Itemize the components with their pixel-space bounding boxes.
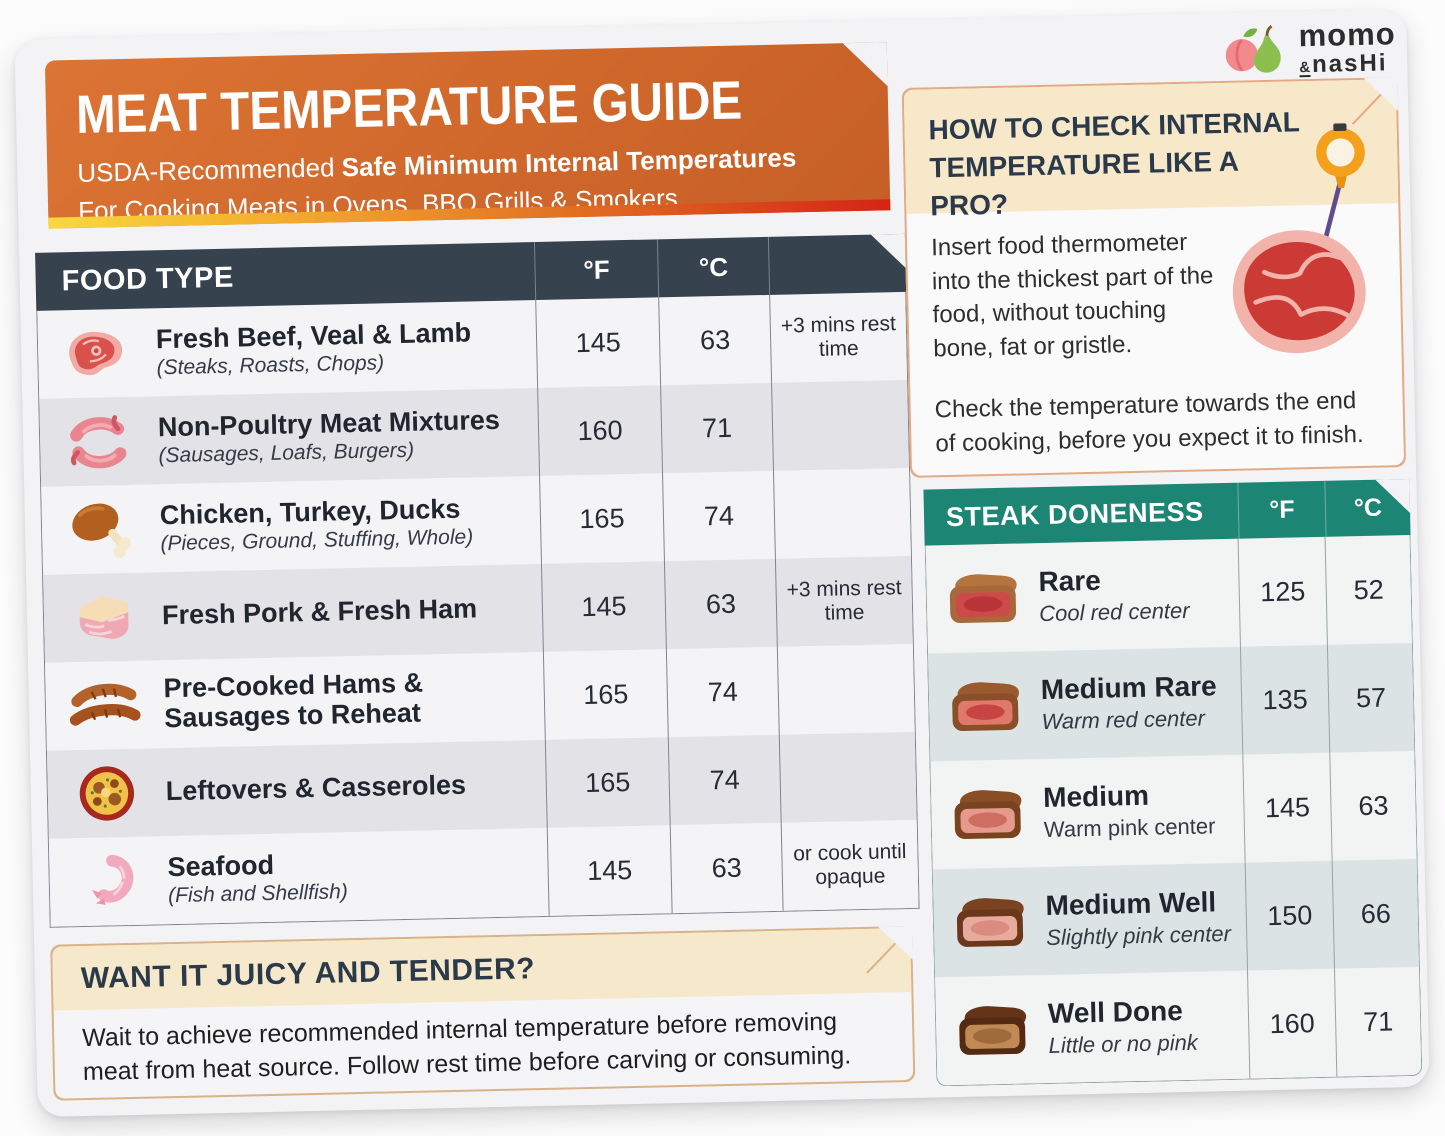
doneness-subtitle: Warm red center: [1041, 705, 1206, 734]
table-corner-bevel: [870, 233, 906, 269]
food-type-column-header: FOOD TYPE: [61, 261, 235, 297]
celsius-value: 74: [667, 734, 781, 826]
turkey-leg-icon: [41, 484, 161, 575]
fahrenheit-value: 125: [1237, 536, 1327, 647]
food-name: Leftovers & Casseroles: [165, 769, 467, 807]
fahrenheit-column-header: °F: [1237, 480, 1326, 539]
table-row: Non-Poultry Meat Mixtures (Sausages, Loaf…: [39, 379, 909, 487]
doneness-name: Well Done: [1047, 995, 1184, 1030]
steak-well-done-icon: [935, 975, 1049, 1085]
juicy-box-text: Wait to achieve recommended internal tem…: [81, 1007, 852, 1086]
table-row: Chicken, Turkey, Ducks (Pieces, Ground, S…: [41, 467, 911, 575]
steak-rare-icon: [926, 543, 1040, 653]
fahrenheit-value: 165: [544, 737, 670, 828]
meat-temperature-guide-magnet: MEAT TEMPERATURE GUIDE USDA-Recommended …: [14, 8, 1430, 1118]
steak-table-header: STEAK DONENESS °F °C: [923, 478, 1411, 546]
fahrenheit-value: 165: [539, 473, 664, 564]
food-name: Fresh Pork & Fresh Ham: [161, 593, 478, 631]
doneness-name: Medium Rare: [1040, 670, 1217, 706]
table-row: Pre-Cooked Hams & Sausages to Reheat 165…: [45, 643, 915, 751]
header-corner-bevel: [842, 42, 888, 88]
brand-logo: momo & nasHi: [1220, 15, 1396, 81]
celsius-value: 52: [1324, 534, 1412, 645]
page-title: MEAT TEMPERATURE GUIDE: [75, 70, 743, 145]
doneness-name: Medium: [1042, 779, 1150, 814]
cooked-sausages-icon: [45, 660, 165, 751]
table-row: Medium Warm pink center 145 63: [930, 750, 1417, 870]
celsius-value: 71: [1333, 966, 1422, 1077]
celsius-value: 71: [660, 382, 774, 474]
steak-medium-icon: [930, 759, 1044, 869]
fahrenheit-value: 150: [1244, 860, 1334, 971]
how-to-check-box: HOW TO CHECK INTERNAL TEMPERATURE LIKE A…: [901, 77, 1407, 478]
juicy-tender-box: WANT IT JUICY AND TENDER? Wait to achiev…: [50, 925, 916, 1101]
table-row: Rare Cool red center 125 52: [925, 534, 1412, 654]
fahrenheit-value: 160: [537, 385, 663, 476]
table-corner-bevel: [1375, 478, 1411, 514]
celsius-value: 57: [1326, 642, 1415, 753]
howto-paragraph-2: Check the temperature towards the end of…: [934, 387, 1364, 457]
food-table-body: Fresh Beef, Veal & Lamb (Steaks, Roasts, …: [36, 291, 920, 928]
celsius-value: 66: [1331, 858, 1419, 969]
doneness-subtitle: Little or no pink: [1048, 1029, 1199, 1058]
fahrenheit-value: 145: [546, 825, 672, 916]
table-row: Leftovers & Casseroles 165 74: [46, 731, 917, 839]
casserole-icon: [47, 748, 167, 839]
note-value: [773, 467, 911, 559]
fahrenheit-value: 160: [1247, 968, 1337, 1079]
table-row: Fresh Beef, Veal & Lamb (Steaks, Roasts, …: [37, 291, 908, 399]
steak-doneness-table: STEAK DONENESS °F °C Rare Cool red center…: [923, 478, 1423, 1087]
fahrenheit-value: 145: [535, 297, 661, 388]
celsius-value: 74: [665, 646, 779, 738]
fahrenheit-value: 135: [1239, 644, 1330, 755]
celsius-value: 74: [662, 470, 775, 562]
note-value: or cook until opaque: [780, 819, 919, 911]
table-row: Medium Well Slightly pink center 150 66: [932, 858, 1419, 978]
steak-table-body: Rare Cool red center 125 52 Medium Rare Wa…: [924, 534, 1423, 1087]
note-value: [778, 731, 917, 823]
box-corner-bevel: [1363, 77, 1399, 112]
steak-doneness-column-header: STEAK DONENESS: [945, 495, 1204, 532]
peach-and-pear-icon: [1225, 25, 1281, 73]
table-row: Fresh Pork & Fresh Ham 145 63 +3 mins re…: [43, 555, 913, 663]
note-value: [776, 643, 915, 735]
celsius-value: 63: [663, 558, 777, 650]
food-name: Pre-Cooked Hams & Sausages to Reheat: [163, 667, 424, 734]
celsius-value: 63: [1329, 750, 1417, 861]
fahrenheit-value: 145: [540, 561, 666, 652]
steak-icon: [37, 308, 157, 399]
note-value: [771, 379, 909, 471]
fahrenheit-value: 145: [1242, 752, 1332, 863]
howto-paragraph-1: Insert food thermometer into the thickes…: [930, 228, 1214, 363]
table-row: Medium Rare Warm red center 135 57: [928, 642, 1415, 762]
shrimp-icon: [49, 836, 169, 927]
table-row: Seafood (Fish and Shellfish) 145 63 or co…: [48, 819, 919, 927]
box-corner-bevel: [877, 925, 913, 961]
table-row: Well Done Little or no pink 160 71: [935, 966, 1422, 1086]
doneness-name: Medium Well: [1045, 886, 1217, 922]
doneness-subtitle: Cool red center: [1038, 597, 1190, 626]
steak-medium-well-icon: [933, 867, 1047, 977]
celsius-column-header: °C: [656, 236, 770, 298]
pork-icon: [43, 572, 163, 663]
celsius-value: 63: [658, 294, 772, 386]
fahrenheit-value: 165: [542, 649, 668, 740]
meat-with-thermometer-illustration: [1210, 111, 1394, 410]
note-value: +3 mins rest time: [769, 291, 908, 383]
doneness-subtitle: Slightly pink center: [1045, 920, 1232, 950]
steak-medium-rare-icon: [928, 651, 1042, 761]
doneness-name: Rare: [1038, 564, 1102, 598]
page-header: MEAT TEMPERATURE GUIDE USDA-Recommended …: [44, 42, 891, 229]
fahrenheit-column-header: °F: [533, 239, 659, 301]
celsius-value: 63: [669, 822, 783, 914]
doneness-subtitle: Warm pink center: [1043, 813, 1216, 842]
food-temperature-table: FOOD TYPE °F °C Fresh Beef, Veal & Lamb(…: [35, 233, 920, 928]
note-value: +3 mins rest time: [774, 555, 913, 647]
brand-name: momo & nasHi: [1298, 15, 1396, 78]
raw-sausages-icon: [39, 396, 159, 487]
